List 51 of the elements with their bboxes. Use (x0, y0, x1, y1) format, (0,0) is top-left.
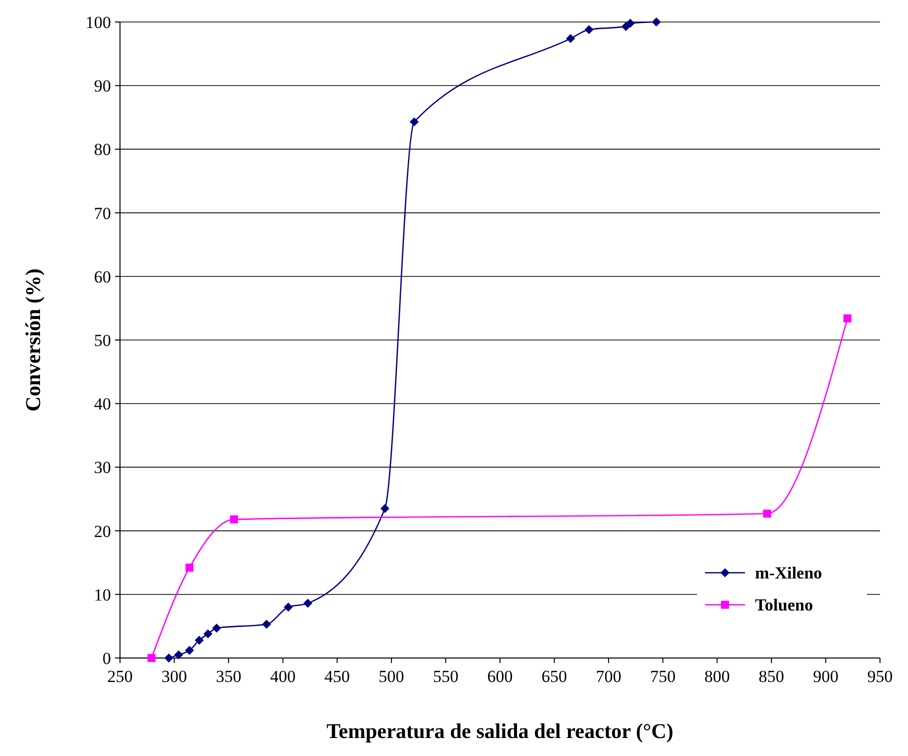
x-tick-label: 850 (758, 667, 784, 686)
x-axis-title: Temperatura de salida del reactor (°C) (326, 719, 674, 743)
x-tick-label: 650 (542, 667, 568, 686)
point (626, 18, 635, 28)
point (164, 654, 174, 662)
y-tick-label: 10 (94, 585, 111, 604)
legend-label: Tolueno (755, 596, 813, 615)
x-tick-label: 700 (596, 667, 622, 686)
point (843, 314, 852, 322)
x-tick-label: 600 (487, 667, 513, 686)
x-tick-label: 250 (107, 667, 133, 686)
legend-label: m-Xileno (755, 564, 822, 583)
y-tick-label: 60 (94, 267, 111, 286)
point (410, 117, 419, 126)
x-tick-label: 350 (216, 667, 242, 686)
point (174, 650, 184, 660)
point (194, 636, 204, 645)
y-tick-label: 0 (102, 648, 111, 668)
point (621, 22, 630, 31)
point (303, 598, 312, 608)
y-tick-label: 50 (94, 330, 111, 350)
point (212, 624, 222, 633)
x-tick-label: 300 (162, 667, 188, 686)
point (230, 515, 238, 524)
y-tick-label: 80 (94, 140, 111, 160)
point (284, 602, 293, 612)
y-tick-label: 30 (94, 458, 111, 478)
y-tick-label: 100 (86, 12, 111, 32)
x-tick-label: 400 (270, 667, 296, 686)
point (763, 510, 772, 518)
x-tick-label: 750 (650, 667, 676, 686)
point (584, 25, 594, 34)
x-tick-label: 950 (867, 667, 893, 686)
point (203, 629, 212, 638)
y-tick-label: 70 (94, 204, 111, 223)
x-tick-label: 550 (432, 667, 458, 686)
point (652, 18, 661, 26)
point (380, 504, 390, 514)
y-tick-label: 40 (94, 394, 111, 414)
point (147, 654, 156, 662)
x-tick-label: 800 (704, 667, 730, 686)
x-tick-label: 450 (324, 667, 350, 686)
y-tick-label: 20 (94, 522, 111, 541)
y-axis-title: Conversión (%) (21, 268, 45, 412)
point (566, 34, 576, 44)
x-tick-label: 500 (378, 667, 404, 686)
point (185, 564, 194, 572)
point (262, 620, 272, 629)
point (184, 646, 194, 655)
x-tick-label: 900 (812, 667, 838, 686)
y-tick-label: 90 (94, 76, 111, 96)
